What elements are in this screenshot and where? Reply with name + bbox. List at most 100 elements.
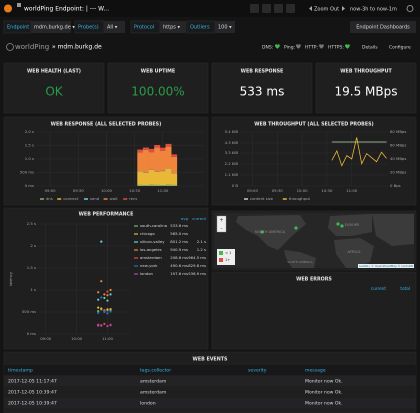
probe-marker[interactable] xyxy=(294,226,298,230)
region-label: AFRICA xyxy=(347,250,361,254)
check-status xyxy=(345,44,350,49)
dashboard-icon xyxy=(17,3,21,7)
cell: 2017-12-05 11:17:47 xyxy=(8,379,57,385)
y-tick-label: 4.3 KiB xyxy=(225,140,239,145)
save-button[interactable] xyxy=(262,4,271,13)
legend-value: 1.2 s xyxy=(197,247,206,252)
cell: Monitor now Ok. xyxy=(305,390,343,396)
probe-marker[interactable] xyxy=(340,224,344,228)
bar-segment xyxy=(159,147,166,151)
zoom-out[interactable]: - xyxy=(221,226,223,232)
column-header[interactable]: severity xyxy=(248,368,267,374)
column-header[interactable]: message xyxy=(305,369,326,374)
legend-value: 940.9 ms xyxy=(170,247,188,252)
zoom-in[interactable]: + xyxy=(219,218,223,224)
var-value-box[interactable] xyxy=(31,21,71,33)
point xyxy=(100,296,103,299)
legend-header: avg xyxy=(181,216,189,221)
bar-segment xyxy=(148,152,155,170)
bar-segment xyxy=(142,149,149,173)
legend-value: 2.1 s xyxy=(197,239,206,244)
events-title: WEB EVENTS xyxy=(193,357,228,363)
worldping-logo xyxy=(6,43,14,51)
settings-button[interactable] xyxy=(274,4,283,13)
y-tick-label: 500 ms xyxy=(22,309,36,314)
y-axis-label: latency xyxy=(8,271,13,286)
legend-label: send xyxy=(90,196,100,201)
bar-segment xyxy=(148,169,155,185)
column-header[interactable]: tags.collector xyxy=(140,368,171,374)
stat-value: 100.00% xyxy=(131,85,184,99)
bar-segment xyxy=(137,149,144,153)
dashboards-button-label[interactable]: Endpoint Dashboards xyxy=(356,25,410,31)
performance-panel xyxy=(3,207,209,350)
refresh-button[interactable] xyxy=(406,5,414,12)
x-tick-label: 11:00 xyxy=(157,188,169,193)
column-header[interactable]: current xyxy=(371,286,386,291)
column-header[interactable]: timestamp xyxy=(8,368,33,374)
probe-marker[interactable] xyxy=(336,222,340,226)
bar-segment xyxy=(171,173,178,185)
grafana-logo[interactable] xyxy=(4,4,12,13)
y-tick-label: 1.5 s xyxy=(25,143,34,148)
point xyxy=(109,310,112,313)
view-button[interactable] xyxy=(286,4,295,13)
land xyxy=(334,238,374,268)
point xyxy=(97,324,100,327)
var-value-box[interactable] xyxy=(104,21,125,33)
var-value-box[interactable] xyxy=(160,21,186,33)
bar-segment xyxy=(137,171,144,185)
share-button[interactable] xyxy=(250,4,259,13)
point xyxy=(100,280,103,283)
zoom-out[interactable]: Zoom Out xyxy=(314,7,339,13)
stat-panel xyxy=(211,62,313,114)
bar-segment xyxy=(171,156,178,174)
point xyxy=(109,288,112,292)
stat-value: OK xyxy=(45,85,63,99)
navbar xyxy=(0,0,420,17)
bar-segment xyxy=(154,184,161,186)
var-label: Probe(s) xyxy=(78,25,99,31)
shift-back[interactable] xyxy=(309,6,312,11)
bar-segment xyxy=(142,147,149,150)
column-header[interactable]: total xyxy=(400,286,410,291)
details-link[interactable]: Details xyxy=(362,45,378,51)
time-range[interactable]: now-3h to now-1m xyxy=(350,7,397,13)
chart-title: WEB PERFORMANCE xyxy=(79,212,134,218)
point xyxy=(97,291,100,294)
y-tick-label: 2.0 s xyxy=(25,129,34,134)
y2-tick-label: 20 MBps xyxy=(390,170,406,175)
var-value-box[interactable] xyxy=(215,21,235,33)
check-label: Ping: xyxy=(284,45,295,51)
legend-header: current xyxy=(192,216,206,221)
check-status xyxy=(319,44,324,49)
point xyxy=(109,308,112,311)
legend-label: 1+ xyxy=(225,258,230,262)
y-tick-label: 1.5 s xyxy=(27,265,36,270)
point xyxy=(109,293,112,296)
region-label: SOUTH AMERICA xyxy=(287,260,313,264)
var-value[interactable]: 100 ▾ xyxy=(218,25,232,31)
legend-value: 490.6 ms xyxy=(170,263,188,268)
var-value[interactable]: All ▾ xyxy=(107,25,118,31)
attribution-box xyxy=(358,264,414,268)
var-value[interactable]: https ▾ xyxy=(163,25,180,31)
y-tick-label: 0 B xyxy=(232,183,239,188)
var-value[interactable]: mdm.burkg.de ▾ xyxy=(34,25,75,31)
x-tick-label: 09:00 xyxy=(45,188,57,193)
attribution[interactable]: Leaflet | © OpenStreetMap © CartoDB xyxy=(359,264,413,268)
bar-segment xyxy=(137,152,144,172)
bar-segment xyxy=(142,172,149,186)
x-tick-label: 11:00 xyxy=(102,336,114,341)
shift-forward[interactable] xyxy=(342,6,345,11)
dashboards-button[interactable] xyxy=(350,21,416,33)
configure-link[interactable]: Configure xyxy=(389,45,411,51)
dashboard-title[interactable]: worldPing Endpoint: | --- W... xyxy=(24,6,109,13)
y-tick-label: 3.3 KiB xyxy=(225,150,239,155)
land xyxy=(372,214,414,246)
legend-label: london xyxy=(140,271,154,276)
stat-title: WEB HEALTH (LAST) xyxy=(27,69,81,75)
probe-marker[interactable] xyxy=(260,230,264,234)
point xyxy=(106,308,109,311)
